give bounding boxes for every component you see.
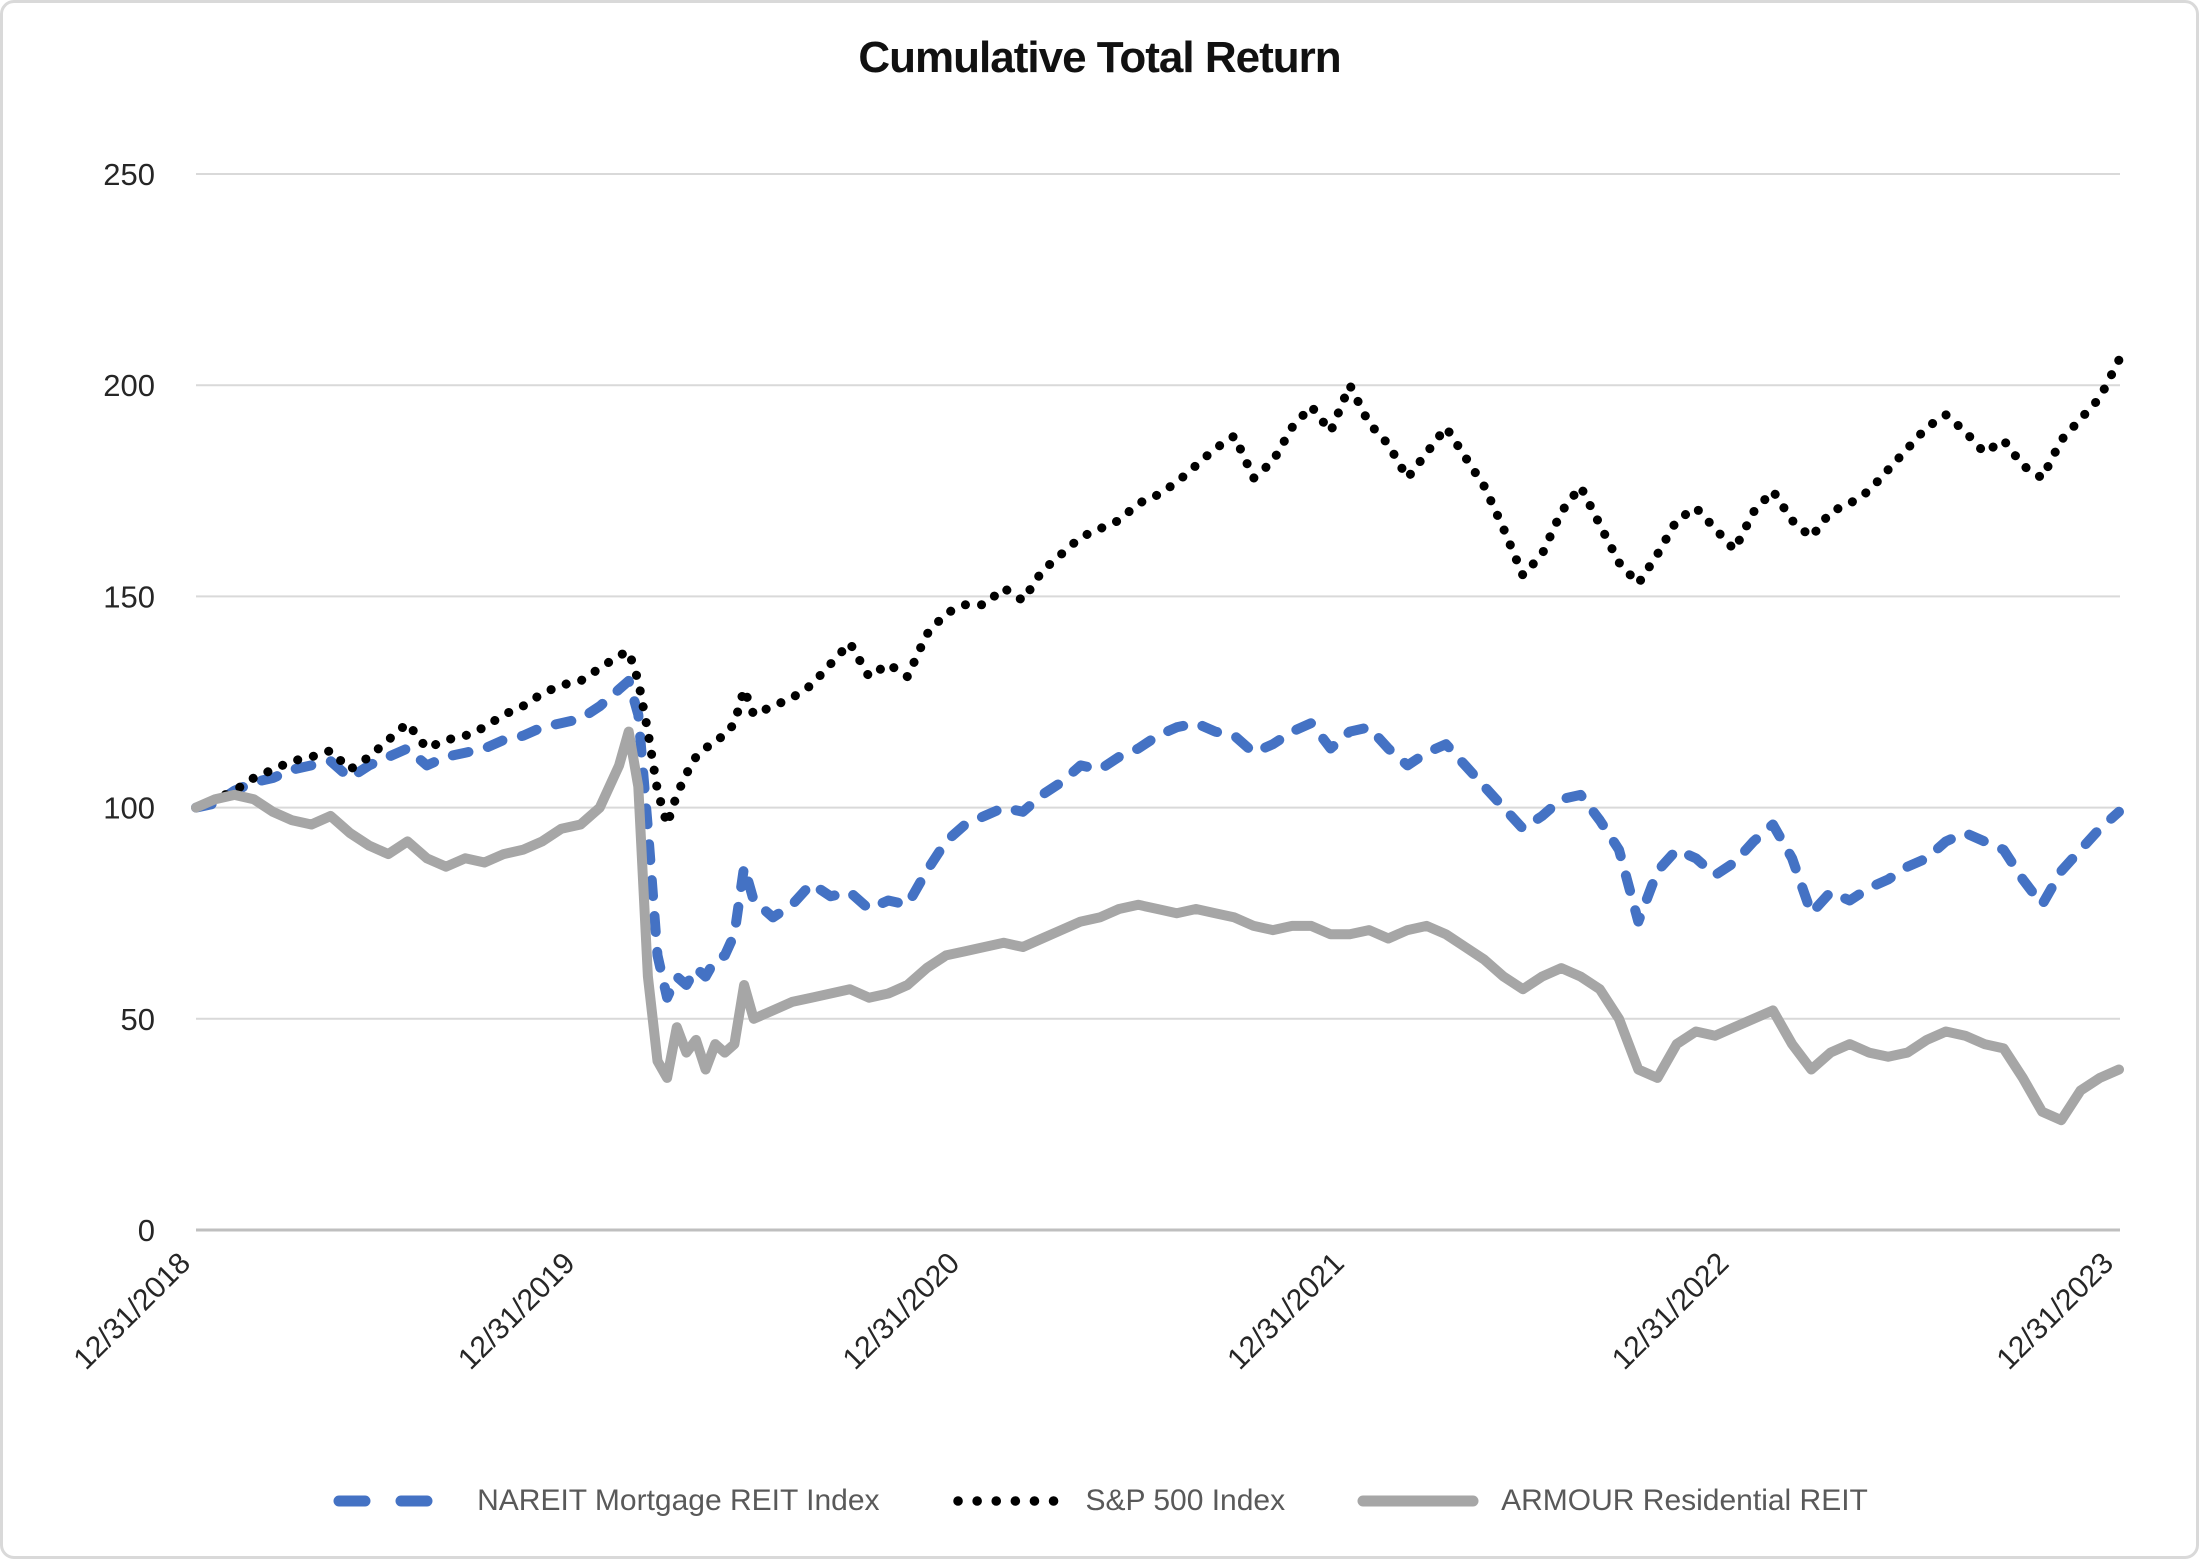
y-tick-label: 0 bbox=[138, 1213, 155, 1248]
legend-item-armour: ARMOUR Residential REIT bbox=[1355, 1484, 1868, 1518]
x-tick-label: 12/31/2021 bbox=[1221, 1247, 1351, 1377]
legend-item-nareit: NAREIT Mortgage REIT Index bbox=[331, 1484, 880, 1518]
y-tick-label: 100 bbox=[103, 791, 155, 826]
legend-label-sp500: S&P 500 Index bbox=[1085, 1484, 1286, 1517]
y-tick-label: 200 bbox=[103, 368, 155, 403]
x-tick-label: 12/31/2018 bbox=[67, 1247, 197, 1377]
chart-title: Cumulative Total Return bbox=[858, 33, 1341, 82]
dotted-line-marker-icon bbox=[952, 1496, 1067, 1506]
series-line-2 bbox=[191, 726, 2124, 1126]
dashed-line-marker-icon bbox=[333, 1495, 459, 1507]
solid-line-marker-icon bbox=[1357, 1495, 1479, 1507]
series-line-1 bbox=[191, 355, 2124, 829]
legend: NAREIT Mortgage REIT Index S&P 500 Index… bbox=[3, 1484, 2196, 1518]
y-tick-label: 250 bbox=[103, 157, 155, 192]
y-tick-label: 150 bbox=[103, 579, 155, 614]
series-line-0 bbox=[191, 675, 2124, 1003]
x-tick-label: 12/31/2023 bbox=[1990, 1247, 2120, 1377]
legend-item-sp500: S&P 500 Index bbox=[950, 1484, 1286, 1518]
y-tick-label: 50 bbox=[121, 1002, 155, 1037]
x-tick-label: 12/31/2022 bbox=[1606, 1247, 1736, 1377]
legend-label-armour: ARMOUR Residential REIT bbox=[1501, 1484, 1868, 1517]
x-tick-label: 12/31/2019 bbox=[452, 1247, 582, 1377]
plot-area: 0 50 100 150 200 250 12/31/2018 12/31/2019 12/31… bbox=[67, 157, 2124, 1377]
x-tick-label: 12/31/2020 bbox=[837, 1247, 967, 1377]
legend-label-nareit: NAREIT Mortgage REIT Index bbox=[477, 1484, 880, 1517]
